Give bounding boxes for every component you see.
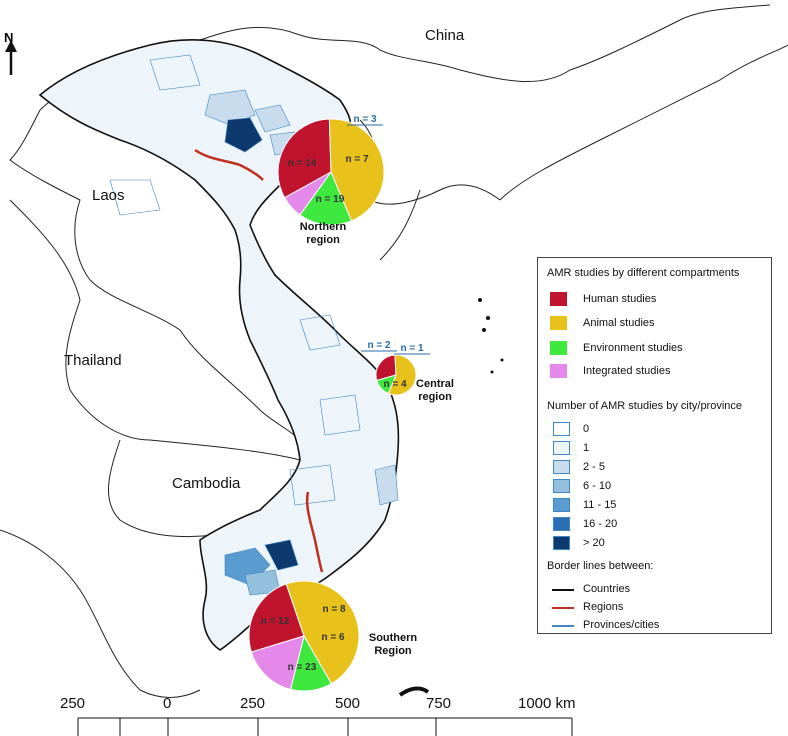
region-label-northern: Northern region [293, 221, 353, 247]
legend-label-count-2: 2 - 5 [583, 461, 606, 473]
country-label-cambodia: Cambodia [172, 475, 241, 492]
legend-label-count-6: > 20 [583, 537, 605, 549]
legend-swatch-count-3 [553, 479, 570, 493]
pie-northern-region: n = 14 n = 19 n = 7 n = 3 [277, 114, 385, 226]
legend-line-countries [552, 589, 574, 591]
legend-swatch-count-1 [553, 441, 570, 455]
legend-label-count-3: 6 - 10 [583, 480, 612, 492]
region-name-line1: Central [416, 378, 454, 390]
scale-label-500: 500 [335, 695, 361, 712]
legend-label-animal: Animal studies [583, 317, 655, 329]
scale-label-250: 250 [240, 695, 266, 712]
pie-slice-southern-0 [248, 583, 305, 653]
map-legend: AMR studies by different compartments Hu… [537, 257, 772, 634]
legend-label-provinces: Provinces/cities [583, 619, 660, 631]
pie-label-central-1: n = 4 [383, 379, 407, 390]
pie-label-southern-2: n = 6 [321, 632, 345, 643]
pie-slice-northern-0 [277, 118, 332, 199]
pie-slice-northern-1 [328, 118, 385, 222]
region-name-line1: Southern [368, 632, 418, 644]
legend-swatch-count-0 [553, 422, 570, 436]
pie-label-southern-0: n = 12 [261, 616, 290, 627]
legend-swatch-count-6 [553, 536, 570, 550]
islands [398, 298, 504, 697]
legend-label-count-4: 11 - 15 [583, 499, 617, 511]
pie-label-central-2: n = 1 [400, 343, 424, 354]
region-name-line1: Northern [299, 221, 347, 233]
pie-slice-northern-2 [299, 170, 353, 226]
legend-swatch-integrated [550, 364, 567, 378]
legend-swatch-count-5 [553, 517, 570, 531]
legend-label-human: Human studies [583, 293, 657, 305]
legend-swatch-environment [550, 341, 567, 355]
pie-label-northern-3: n = 3 [353, 114, 377, 125]
region-label-central: Central region [405, 378, 465, 404]
scale-label-0: 0 [163, 695, 172, 712]
province-shading [109, 54, 399, 596]
legend-label-count-5: 16 - 20 [583, 518, 618, 530]
legend-label-countries: Countries [583, 583, 631, 595]
pie-label-southern-3: n = 8 [322, 604, 346, 615]
pie-central-region: n = 2 n = 4 n = 1 [361, 340, 430, 396]
region-borders [194, 148, 324, 573]
scale-label-250-left: 250 [60, 695, 86, 712]
legend-swatch-count-4 [553, 498, 570, 512]
pie-label-central-0: n = 2 [367, 340, 391, 351]
region-name-line2: region [418, 391, 452, 403]
legend-swatch-human [550, 292, 567, 306]
legend-compartments-title: AMR studies by different compartments [547, 267, 740, 279]
pie-slice-central-2 [376, 374, 397, 395]
legend-counts-title: Number of AMR studies by city/province [547, 400, 743, 412]
pie-southern-region: n = 12 n = 23 n = 6 n = 8 [248, 580, 360, 692]
legend-label-count-0: 0 [583, 423, 590, 435]
scale-label-750: 750 [426, 695, 452, 712]
country-label-thailand: Thailand [64, 352, 122, 369]
region-name-line2: region [306, 234, 340, 246]
pie-label-northern-2: n = 7 [345, 154, 369, 165]
pie-label-northern-1: n = 19 [316, 194, 345, 205]
country-label-laos: Laos [92, 187, 125, 204]
region-label-southern: Southern Region [363, 632, 423, 658]
north-arrow-icon [5, 40, 17, 75]
legend-label-integrated: Integrated studies [583, 365, 671, 377]
pie-slice-central-1 [387, 354, 417, 396]
pie-slice-southern-1 [285, 580, 360, 685]
country-label-china: China [425, 27, 465, 44]
legend-swatch-count-2 [553, 460, 570, 474]
legend-label-environment: Environment studies [583, 342, 683, 354]
pie-slice-central-0 [375, 354, 397, 382]
legend-borders-title: Border lines between: [547, 560, 654, 572]
legend-line-regions [552, 607, 574, 609]
legend-label-count-1: 1 [583, 442, 590, 454]
legend-label-regions: Regions [583, 601, 624, 613]
scale-label-1000km: 1000 km [518, 695, 576, 712]
region-name-line2: Region [374, 645, 412, 657]
north-label: N [4, 30, 14, 45]
scale-bar [77, 717, 573, 736]
legend-swatch-animal [550, 316, 567, 330]
pie-slice-northern-3 [283, 171, 332, 216]
legend-line-provinces [552, 625, 574, 627]
pie-label-northern-0: n = 14 [288, 158, 317, 169]
pie-slice-southern-3 [250, 635, 305, 690]
pie-label-southern-1: n = 23 [288, 662, 317, 673]
